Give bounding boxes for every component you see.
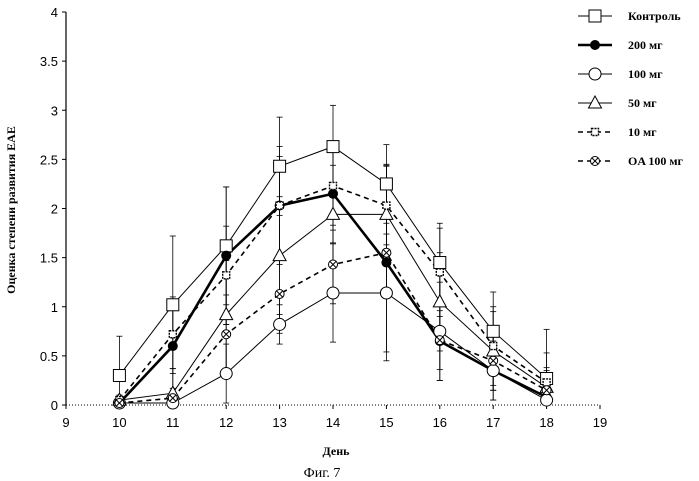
- series-2-legend-label: 100 мг: [628, 67, 663, 81]
- y-tick-label: 1.5: [40, 251, 58, 266]
- series-1-point: [328, 188, 338, 199]
- axes: 0 0.5 1 1.5 2 2.5 3 3.5 4 9 10 11 12 13 14 15 16 17 18 19: [40, 5, 607, 430]
- series-5-point-cross-b: [116, 399, 123, 407]
- x-tick-label: 10: [112, 415, 126, 430]
- series-1-legend-label: 200 мг: [628, 38, 663, 52]
- series-2-point: [486, 364, 500, 378]
- figure-caption: Фиг. 7: [304, 466, 341, 481]
- series-5-point: [541, 385, 552, 396]
- series-2-point: [326, 286, 340, 300]
- x-tick-label: 14: [326, 415, 340, 430]
- series-5-point: [328, 259, 338, 270]
- x-tick-label: 16: [433, 415, 447, 430]
- series-0-point: [166, 298, 180, 312]
- series-1-legend-marker: [590, 40, 600, 50]
- series-5-point: [381, 247, 392, 258]
- series-5-point-cross-b: [276, 290, 283, 298]
- series-4-point: [328, 181, 338, 191]
- y-tick-label: 4: [51, 5, 58, 20]
- series-4-point: [275, 201, 284, 210]
- series-5-point-cross-b: [489, 357, 497, 365]
- series-3-point: [432, 293, 448, 308]
- series-3-point: [379, 206, 394, 220]
- series-4-point: [542, 378, 551, 387]
- series-5-legend-marker: [590, 156, 600, 166]
- y-axis-label: Оценка степени развития EAE: [4, 126, 18, 294]
- series-3-legend-label: 50 мг: [628, 96, 657, 110]
- series-2-point: [219, 367, 233, 381]
- y-tick-label: 2.5: [40, 152, 58, 167]
- series-0-point: [433, 256, 447, 270]
- series-0-point: [486, 324, 500, 338]
- series-5-point: [274, 288, 285, 299]
- series-2-point: [379, 286, 393, 300]
- legend: Контроль 200 мг 100 мг 50 мг 10 мг OA 100 мг: [578, 9, 684, 168]
- series-3-point: [272, 247, 287, 262]
- x-tick-label: 15: [379, 415, 393, 430]
- y-tick-label: 1: [51, 300, 58, 315]
- series-4-point: [221, 271, 231, 280]
- series-4-legend-marker: [590, 127, 600, 137]
- y-tick-label: 0: [51, 398, 58, 413]
- series-3-point: [325, 206, 341, 220]
- series-4-point: [168, 330, 178, 339]
- series-2-legend-marker: [588, 67, 602, 81]
- series-5-legend-marker-cross-b: [591, 157, 599, 165]
- series-2-point: [540, 393, 554, 407]
- series-5-point: [167, 393, 178, 404]
- series-0-point: [112, 369, 126, 383]
- series-5-point-cross-b: [383, 249, 390, 257]
- series-0-point: [273, 159, 287, 173]
- series-5-point-cross-b: [329, 261, 337, 268]
- series-0-point: [219, 239, 233, 253]
- series-3-point: [218, 306, 234, 321]
- series-4-point: [489, 341, 498, 351]
- series-5-point: [488, 355, 499, 366]
- series-4-legend-label: 10 мг: [628, 125, 657, 139]
- x-tick-label: 12: [219, 415, 233, 430]
- series-3-legend-marker: [587, 94, 603, 109]
- x-tick-label: 9: [62, 415, 69, 430]
- series-0-point: [326, 140, 340, 154]
- series-5-point: [221, 329, 232, 340]
- x-tick-label: 13: [272, 415, 286, 430]
- series-5-point-cross-b: [436, 336, 444, 344]
- series-1-point: [381, 257, 392, 268]
- series-5-point-cross-b: [543, 386, 550, 394]
- x-tick-label: 11: [166, 415, 180, 430]
- series-4-point: [435, 268, 444, 277]
- x-tick-label: 17: [486, 415, 500, 430]
- series-2-point: [273, 317, 287, 331]
- series-markers: [112, 140, 554, 410]
- y-tick-label: 0.5: [40, 349, 58, 364]
- y-tick-label: 3.5: [40, 54, 58, 69]
- series-5-legend-label: OA 100 мг: [628, 154, 684, 168]
- y-tick-label: 2: [51, 202, 58, 217]
- x-tick-label: 19: [593, 415, 607, 430]
- series-0-legend-marker: [588, 9, 602, 23]
- x-axis-label: День: [323, 444, 351, 458]
- x-tick-label: 18: [539, 415, 553, 430]
- series-0-point: [379, 177, 393, 191]
- series-4-point: [382, 201, 391, 210]
- series-5-point-cross-b: [222, 330, 230, 338]
- y-tick-label: 3: [51, 103, 58, 118]
- series-1-point: [167, 341, 178, 352]
- series-0-legend-label: Контроль: [628, 9, 681, 23]
- series-5-point: [114, 398, 125, 409]
- series-5-point-cross-b: [169, 394, 177, 402]
- series-5-point: [434, 335, 445, 346]
- series-1-point: [221, 250, 232, 261]
